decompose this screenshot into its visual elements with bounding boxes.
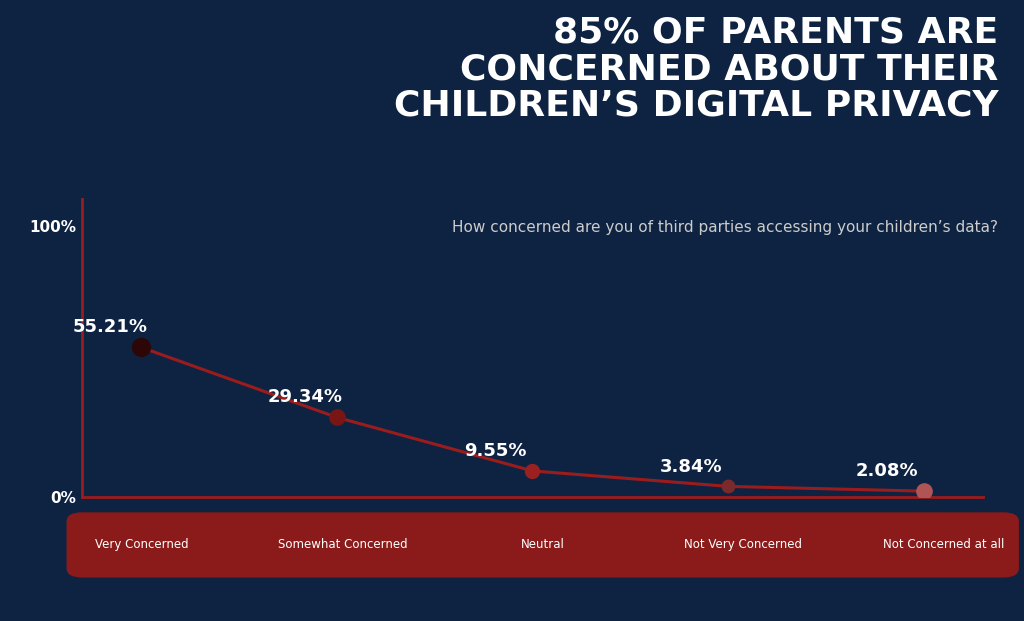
Text: Not Concerned at all: Not Concerned at all — [883, 538, 1005, 551]
Text: Very Concerned: Very Concerned — [95, 538, 188, 551]
Text: 29.34%: 29.34% — [268, 389, 343, 407]
Text: Somewhat Concerned: Somewhat Concerned — [278, 538, 408, 551]
Text: 55.21%: 55.21% — [72, 319, 147, 337]
Text: 2.08%: 2.08% — [856, 462, 919, 480]
Text: 3.84%: 3.84% — [659, 458, 723, 476]
Text: Not Very Concerned: Not Very Concerned — [684, 538, 802, 551]
Text: 9.55%: 9.55% — [464, 442, 526, 460]
Text: 85% OF PARENTS ARE
CONCERNED ABOUT THEIR
CHILDREN’S DIGITAL PRIVACY: 85% OF PARENTS ARE CONCERNED ABOUT THEIR… — [394, 16, 998, 123]
Text: Neutral: Neutral — [521, 538, 564, 551]
Text: How concerned are you of third parties accessing your children’s data?: How concerned are you of third parties a… — [453, 220, 998, 235]
